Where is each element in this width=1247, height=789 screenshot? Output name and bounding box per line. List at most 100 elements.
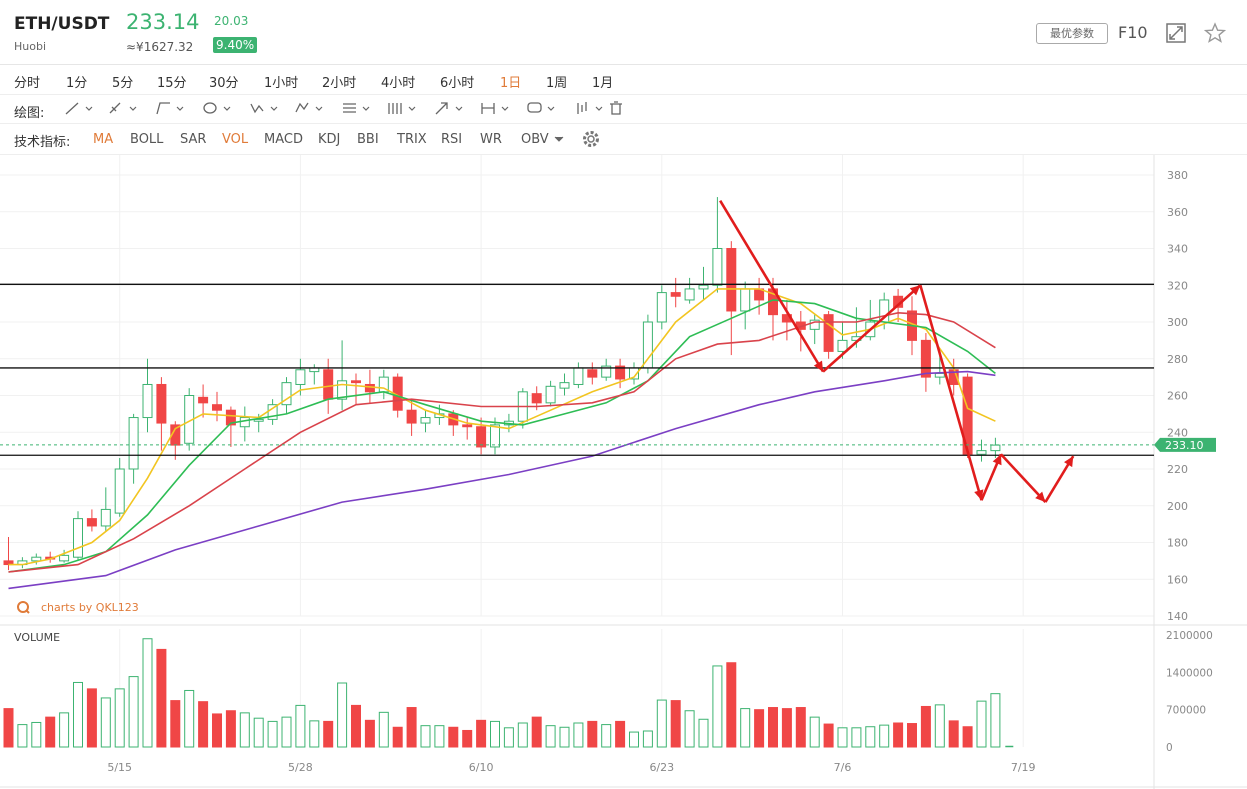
volume-bar[interactable] xyxy=(198,701,209,748)
brush-tool-icon[interactable] xyxy=(109,102,137,114)
candle[interactable] xyxy=(934,355,945,385)
volume-bar[interactable] xyxy=(559,726,570,748)
volume-bar[interactable] xyxy=(517,722,528,748)
volume-bar[interactable] xyxy=(45,716,56,748)
volume-bar[interactable] xyxy=(323,720,334,748)
volume-bar[interactable] xyxy=(406,707,417,748)
volume-bar[interactable] xyxy=(670,700,681,748)
candle[interactable] xyxy=(601,358,612,381)
candle[interactable] xyxy=(142,358,153,433)
gear-icon[interactable] xyxy=(583,131,599,147)
arrow-tool-icon[interactable] xyxy=(435,102,463,115)
volume-bar[interactable] xyxy=(434,725,445,748)
volume-bar[interactable] xyxy=(962,726,973,748)
period-tab-10[interactable]: 1周 xyxy=(546,76,568,91)
volume-bar[interactable] xyxy=(615,720,626,748)
candle[interactable] xyxy=(267,399,278,425)
volume-bar[interactable] xyxy=(879,724,890,748)
candle[interactable] xyxy=(559,373,570,396)
candle[interactable] xyxy=(31,553,42,565)
period-tab-6[interactable]: 2小时 xyxy=(322,76,357,91)
candlestick-chart[interactable]: 380 360 340 320 300 280 260 240 220 200 180 160 140 2… xyxy=(0,155,1247,789)
candle[interactable] xyxy=(656,285,667,330)
candle[interactable] xyxy=(684,277,695,304)
volume-bar[interactable] xyxy=(142,638,153,748)
volume-bar[interactable] xyxy=(225,710,236,748)
candle[interactable] xyxy=(156,377,167,451)
candle[interactable] xyxy=(712,197,723,293)
chevron-down-icon[interactable] xyxy=(85,106,93,111)
candle[interactable] xyxy=(615,358,626,389)
candle[interactable] xyxy=(754,277,765,315)
indicator-bbi[interactable]: BBI xyxy=(357,132,379,147)
candle[interactable] xyxy=(212,391,222,422)
period-tab-2[interactable]: 5分 xyxy=(112,76,134,91)
candle[interactable] xyxy=(73,511,83,561)
volume-bar[interactable] xyxy=(378,711,389,748)
fib-tool-icon[interactable] xyxy=(343,103,370,113)
pattern-tool-icon[interactable] xyxy=(295,102,323,113)
candle[interactable] xyxy=(337,340,348,411)
volume-bar[interactable] xyxy=(392,726,403,748)
period-tab-11[interactable]: 1月 xyxy=(592,76,614,91)
volume-bar[interactable] xyxy=(59,712,70,748)
volume-bar[interactable] xyxy=(86,688,97,748)
volume-bar[interactable] xyxy=(295,704,306,748)
volume-bar[interactable] xyxy=(837,727,848,748)
candle[interactable] xyxy=(281,377,292,414)
chevron-down-icon[interactable] xyxy=(270,106,278,111)
candle[interactable] xyxy=(976,439,987,462)
volume-bar[interactable] xyxy=(476,719,487,748)
chevron-down-icon[interactable] xyxy=(455,106,463,111)
volume-bar[interactable] xyxy=(267,720,278,748)
candle[interactable] xyxy=(490,417,500,455)
candle[interactable] xyxy=(59,549,70,563)
indicator-ma[interactable]: MA xyxy=(93,132,114,147)
volume-bar[interactable] xyxy=(726,662,737,748)
volume-bar[interactable] xyxy=(934,704,945,748)
volume-bar[interactable] xyxy=(114,688,125,748)
indicator-kdj[interactable]: KDJ xyxy=(318,132,341,147)
candle[interactable] xyxy=(420,410,431,433)
volume-bar[interactable] xyxy=(351,704,361,748)
volume-bar[interactable] xyxy=(17,724,28,748)
volume-bar[interactable] xyxy=(823,723,834,748)
volume-bar[interactable] xyxy=(656,699,667,748)
candle[interactable] xyxy=(225,406,236,447)
volume-bar[interactable] xyxy=(893,722,904,748)
volume-bar[interactable] xyxy=(170,700,181,748)
candle[interactable] xyxy=(670,277,681,308)
chevron-down-icon[interactable] xyxy=(176,106,184,111)
volume-bar[interactable] xyxy=(573,722,584,748)
candle[interactable] xyxy=(587,362,598,385)
volume-bar[interactable] xyxy=(740,708,751,748)
period-tab-8[interactable]: 6小时 xyxy=(440,76,475,91)
star-icon[interactable] xyxy=(1204,22,1226,44)
volume-bar[interactable] xyxy=(253,717,264,748)
chevron-down-icon[interactable] xyxy=(595,106,603,111)
channel-tool-icon[interactable] xyxy=(388,103,416,114)
indicator-vol[interactable]: VOL xyxy=(222,132,249,147)
indicator-wr[interactable]: WR xyxy=(480,132,502,147)
volume-bar[interactable] xyxy=(503,727,514,748)
volume-bar[interactable] xyxy=(920,705,931,748)
period-tab-1[interactable]: 1分 xyxy=(66,76,88,91)
chevron-down-icon[interactable] xyxy=(408,106,416,111)
candle[interactable] xyxy=(698,266,709,300)
volume-bar[interactable] xyxy=(448,726,459,748)
range-tool-icon[interactable] xyxy=(481,103,509,114)
candle[interactable] xyxy=(17,557,28,569)
chevron-down-icon[interactable] xyxy=(129,106,137,111)
volume-bar[interactable] xyxy=(698,718,709,748)
volume-bar[interactable] xyxy=(73,681,83,748)
candle[interactable] xyxy=(86,509,97,532)
volume-bar[interactable] xyxy=(587,720,598,748)
wave-tool-icon[interactable] xyxy=(250,103,278,114)
volume-bar[interactable] xyxy=(462,729,473,748)
circle-tool-icon[interactable] xyxy=(203,102,231,114)
volume-bar[interactable] xyxy=(948,720,959,748)
chevron-down-icon[interactable] xyxy=(315,106,323,111)
volume-bar[interactable] xyxy=(712,665,723,748)
candle[interactable] xyxy=(545,380,556,407)
volume-bar[interactable] xyxy=(212,713,222,748)
